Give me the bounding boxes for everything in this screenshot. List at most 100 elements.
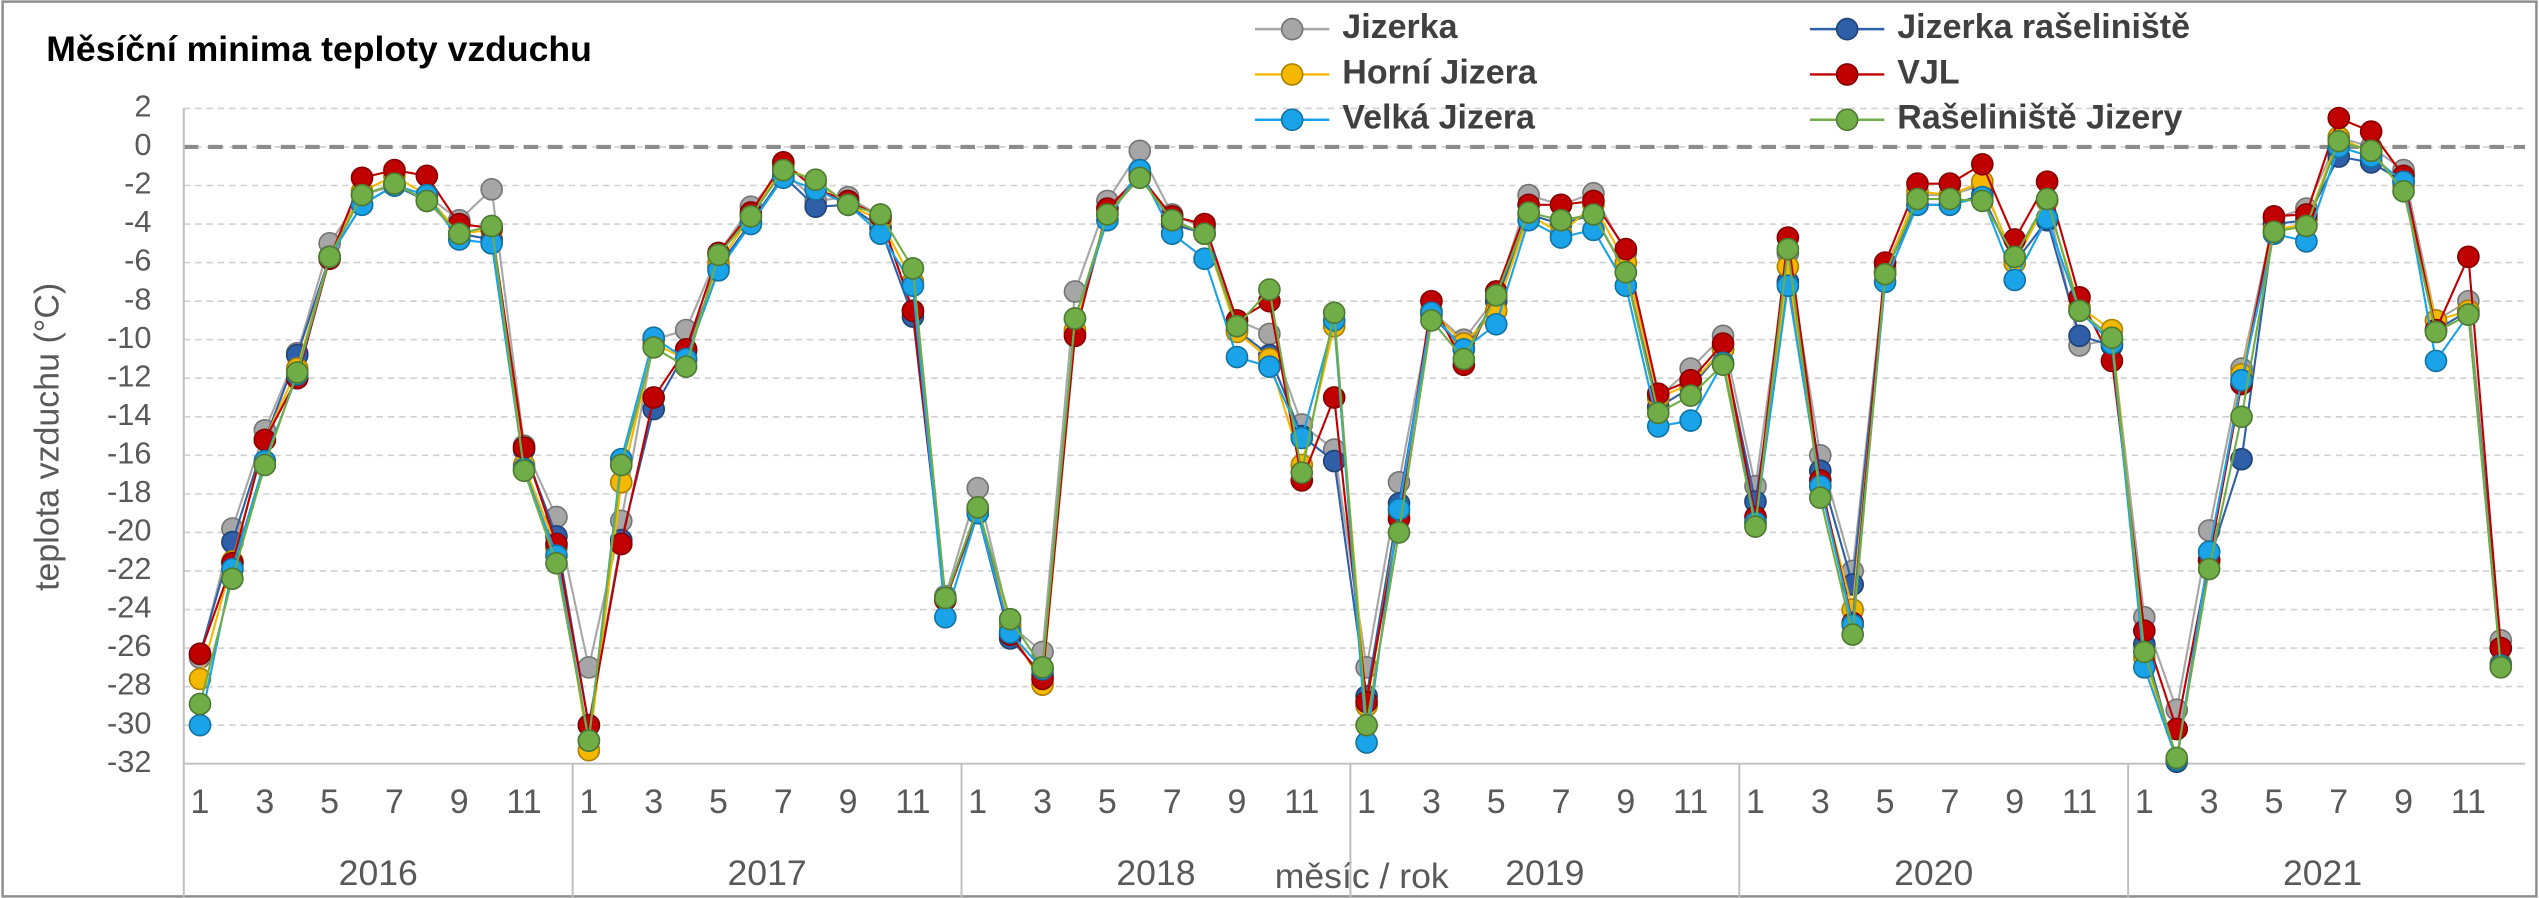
data-point <box>2359 139 2383 163</box>
data-point <box>1031 656 1054 679</box>
data-point <box>1776 237 1800 261</box>
data-point <box>2489 656 2513 679</box>
data-point <box>771 158 795 182</box>
y-tick-label: -30 <box>107 705 151 740</box>
data-point <box>1873 262 1897 286</box>
y-tick-label: -28 <box>107 667 151 702</box>
legend-label: Jizerka <box>1342 8 1458 46</box>
x-tick-label: 9 <box>1228 783 1247 821</box>
y-tick-label: -8 <box>124 281 151 316</box>
data-point <box>2068 299 2091 323</box>
data-point <box>253 453 277 477</box>
data-point <box>1387 497 1411 521</box>
data-point <box>609 453 633 477</box>
y-tick-label: -6 <box>124 243 151 278</box>
data-point <box>2035 187 2059 211</box>
legend-marker <box>1835 17 1859 41</box>
x-tick-label: 9 <box>450 783 469 821</box>
data-point <box>577 729 601 752</box>
data-point <box>1808 486 1832 510</box>
data-point <box>480 178 503 201</box>
data-point <box>2197 557 2221 581</box>
x-tick-label: 1 <box>1746 783 1765 821</box>
data-point <box>480 214 503 238</box>
data-point <box>966 476 990 500</box>
data-point <box>1258 278 1281 301</box>
x-tick-label: 1 <box>1357 783 1376 821</box>
y-tick-label: -16 <box>107 435 151 470</box>
data-point <box>1517 201 1540 224</box>
x-tick-label: 5 <box>2264 783 2283 821</box>
data-point <box>545 551 568 575</box>
y-tick-label: -26 <box>107 628 151 663</box>
data-point <box>1679 409 1702 432</box>
legend-marker <box>1280 63 1304 86</box>
x-group-label: 2016 <box>339 853 418 893</box>
x-tick-label: 9 <box>2394 783 2413 821</box>
data-point <box>2457 245 2480 269</box>
data-point <box>188 642 212 666</box>
legend-marker <box>1280 108 1304 132</box>
legend-label: Horní Jizera <box>1342 53 1538 91</box>
series-line <box>198 139 2502 759</box>
y-tick-label: -2 <box>124 166 151 201</box>
data-point <box>1355 713 1378 737</box>
x-tick-label: 7 <box>385 783 404 821</box>
data-point <box>1160 208 1184 232</box>
chart-title: Měsíční minima teploty vzduchu <box>46 29 592 69</box>
x-tick-label: 3 <box>1811 783 1830 821</box>
data-point <box>2392 179 2415 203</box>
data-point <box>1290 461 1314 485</box>
data-point <box>1387 521 1411 544</box>
data-point <box>1744 515 1767 538</box>
x-group-label: 2017 <box>728 853 807 893</box>
x-group-label: 2019 <box>1505 853 1584 893</box>
y-tick-label: 0 <box>134 127 151 162</box>
data-point <box>836 193 860 217</box>
y-tick-label: -22 <box>107 551 151 586</box>
data-point <box>1452 347 1476 371</box>
x-tick-label: 5 <box>1487 783 1506 821</box>
data-point <box>934 605 957 629</box>
data-point <box>1841 623 1865 646</box>
data-point <box>2068 324 2091 348</box>
y-tick-label: -14 <box>107 397 151 432</box>
data-point <box>1646 401 1670 425</box>
y-tick-label: -10 <box>107 320 151 355</box>
data-point <box>221 567 244 591</box>
data-point <box>1225 314 1249 338</box>
y-tick-label: -18 <box>107 474 151 509</box>
data-point <box>804 168 828 192</box>
x-tick-label: 7 <box>1163 783 1182 821</box>
x-tick-label: 9 <box>2005 783 2024 821</box>
data-point <box>188 692 212 716</box>
data-point <box>1776 274 1800 298</box>
data-point <box>901 299 925 323</box>
data-point <box>1484 312 1508 336</box>
data-point <box>447 222 471 246</box>
x-tick-label: 9 <box>1616 783 1635 821</box>
data-point <box>2424 320 2448 344</box>
data-point <box>1225 345 1249 369</box>
data-point <box>2230 405 2253 429</box>
data-point <box>1128 139 1152 163</box>
data-point <box>1614 237 1638 261</box>
x-tick-label: 1 <box>2135 783 2154 821</box>
data-point <box>934 586 957 610</box>
x-tick-label: 11 <box>2451 783 2486 821</box>
data-point <box>512 459 536 483</box>
data-point <box>2133 619 2156 643</box>
x-tick-label: 3 <box>644 783 663 821</box>
data-point <box>998 607 1022 631</box>
x-tick-label: 3 <box>2200 783 2219 821</box>
data-point <box>2327 106 2351 130</box>
x-axis-label: měsíc / rok <box>1275 856 1449 896</box>
data-point <box>1679 384 1702 407</box>
data-point <box>1614 260 1638 284</box>
x-tick-label: 11 <box>1673 783 1708 821</box>
data-point <box>2295 214 2318 238</box>
data-point <box>415 164 439 188</box>
legend-label: VJL <box>1897 53 1959 91</box>
